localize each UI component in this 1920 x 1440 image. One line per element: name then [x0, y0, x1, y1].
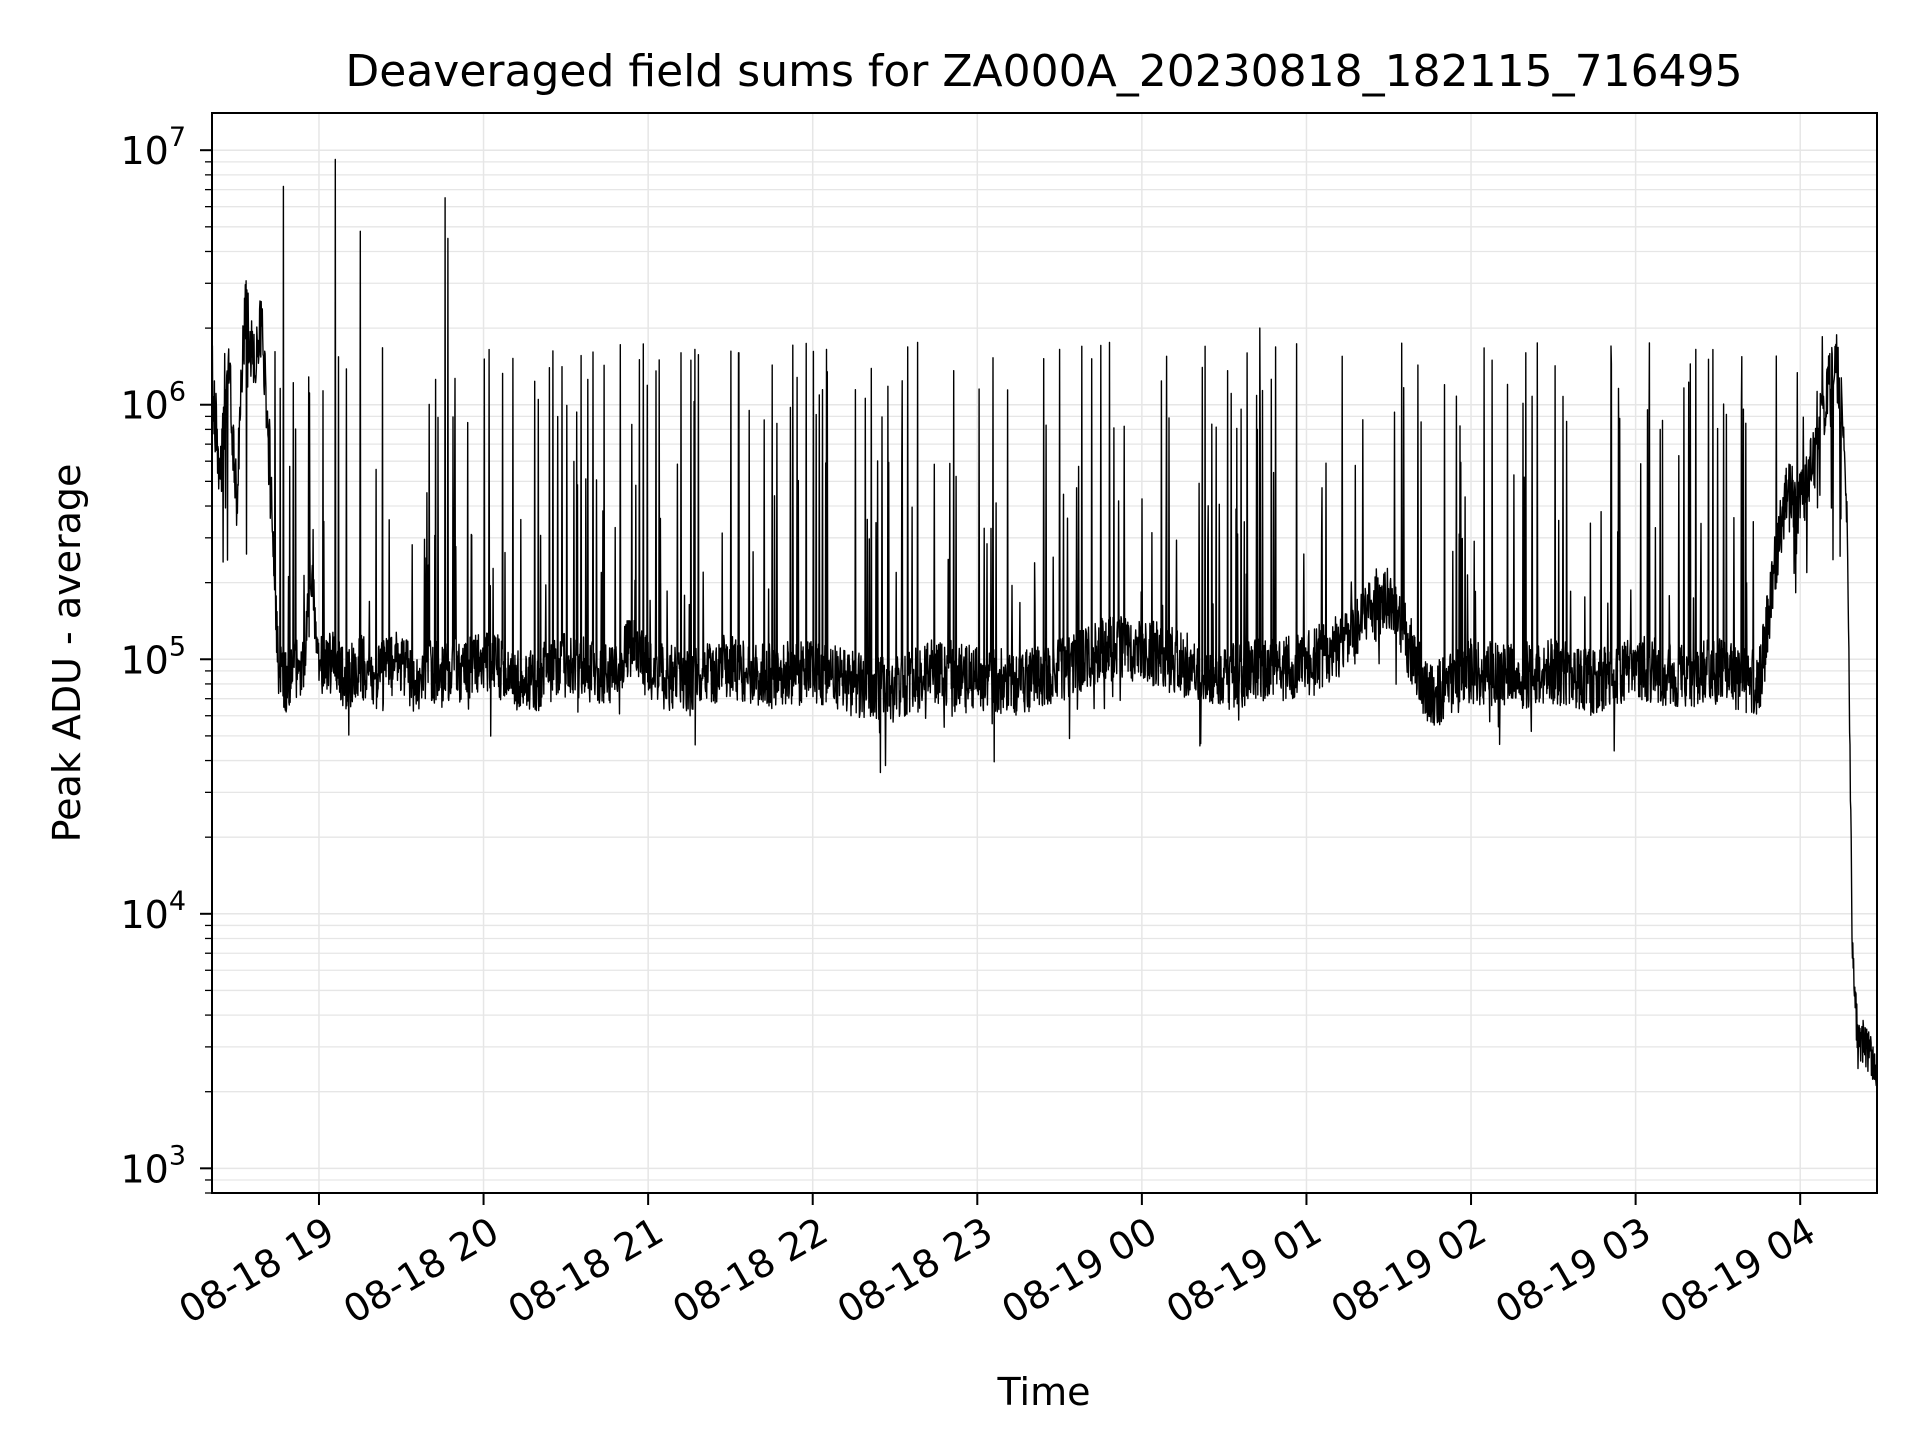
y-tick-base: 10 — [120, 384, 168, 428]
chart-title: Deaveraged field sums for ZA000A_2023081… — [345, 46, 1742, 97]
x-axis-label: Time — [997, 1370, 1091, 1414]
y-tick-base: 10 — [120, 129, 168, 173]
y-axis-label: Peak ADU - average — [45, 464, 89, 843]
y-tick-base: 10 — [120, 638, 168, 682]
y-tick-exponent: 4 — [169, 886, 186, 917]
y-tick-exponent: 7 — [169, 122, 186, 153]
y-tick-label: 104 — [120, 886, 186, 937]
plot-frame — [211, 112, 1878, 1194]
y-tick-exponent: 6 — [169, 377, 186, 408]
y-tick-label: 103 — [120, 1140, 186, 1191]
y-tick-exponent: 5 — [169, 631, 186, 662]
data-layer — [211, 158, 1878, 1087]
y-tick-label: 106 — [120, 377, 186, 428]
y-tick-base: 10 — [120, 1147, 168, 1191]
series-line — [211, 158, 1878, 1087]
y-tick-exponent: 3 — [169, 1140, 186, 1171]
y-tick-label: 107 — [120, 122, 186, 173]
y-tick-base: 10 — [120, 893, 168, 937]
y-tick-label: 105 — [120, 631, 186, 682]
